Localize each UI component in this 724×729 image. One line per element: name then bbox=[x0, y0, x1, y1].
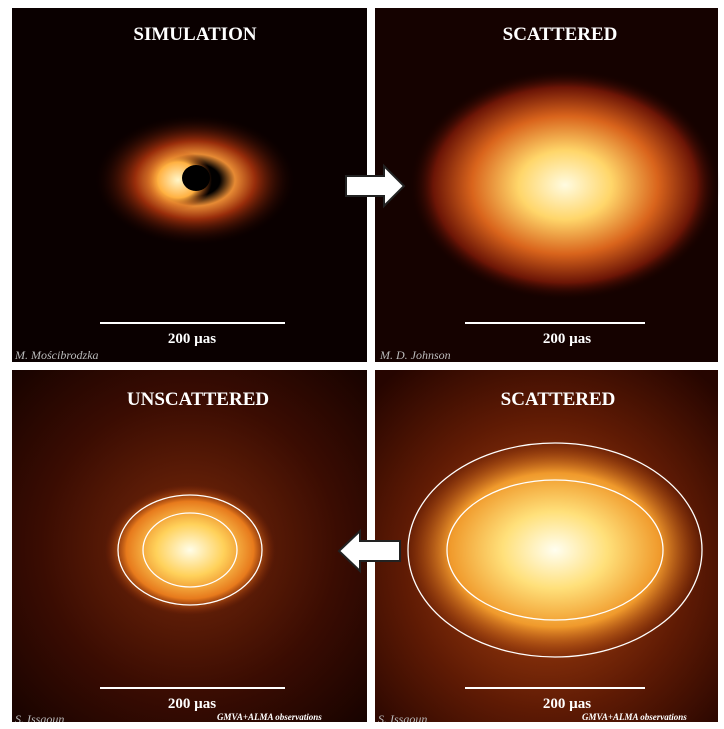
credit: M. D. Johnson bbox=[379, 348, 451, 362]
figure: SIMULATION 200 µas M. Mościbrodzka SCATT… bbox=[0, 0, 724, 729]
scale-label: 200 µas bbox=[168, 696, 216, 712]
panel-simulation: SIMULATION 200 µas M. Mościbrodzka bbox=[12, 8, 367, 362]
scale-label: 200 µas bbox=[543, 696, 591, 712]
scale-label: 200 µas bbox=[168, 331, 216, 347]
panel-scattered-observed: SCATTERED 200 µas S. Issaoun GMVA+ALMA o… bbox=[375, 370, 718, 726]
panel-unscattered: UNSCATTERED 200 µas S. Issaoun GMVA+ALMA… bbox=[12, 370, 367, 726]
note: GMVA+ALMA observations bbox=[582, 712, 687, 722]
credit: M. Mościbrodzka bbox=[14, 348, 99, 362]
credit: S. Issaoun bbox=[15, 712, 64, 726]
credit: S. Issaoun bbox=[378, 712, 427, 726]
panel-title: SIMULATION bbox=[133, 24, 256, 45]
panel-scattered: SCATTERED 200 µas M. D. Johnson bbox=[375, 8, 720, 362]
note: GMVA+ALMA observations bbox=[217, 712, 322, 722]
scale-label: 200 µas bbox=[543, 331, 591, 347]
panel-title: UNSCATTERED bbox=[127, 389, 269, 410]
panel-title: SCATTERED bbox=[501, 389, 616, 410]
panel-title: SCATTERED bbox=[503, 24, 618, 45]
